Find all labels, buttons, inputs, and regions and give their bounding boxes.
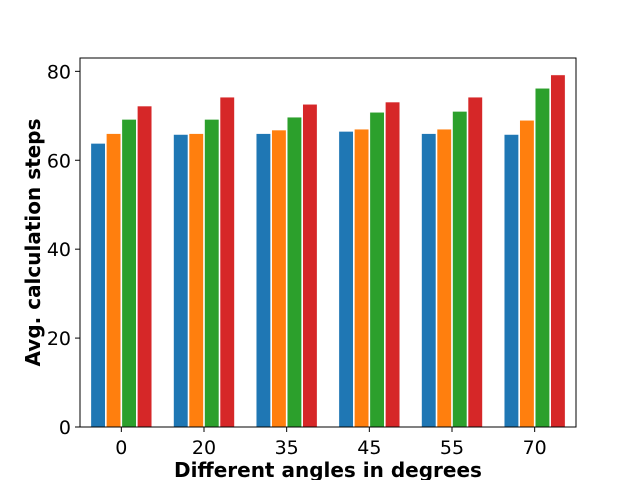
- bar-0-series-4: [137, 105, 153, 428]
- y-axis-label: Avg. calculation steps: [21, 119, 45, 367]
- bar-20-series-2: [188, 133, 204, 428]
- bar-45-series-4: [385, 101, 401, 428]
- bar-70-series-1: [503, 134, 519, 428]
- bar-70-series-3: [534, 87, 550, 428]
- bar-0-series-3: [121, 119, 137, 428]
- x-tick-label: 35: [275, 437, 299, 459]
- bar-35-series-4: [302, 103, 318, 428]
- x-tick-label: 45: [357, 437, 381, 459]
- x-tick-label: 0: [115, 437, 127, 459]
- bar-55-series-2: [436, 128, 452, 428]
- bar-0-series-1: [90, 143, 106, 428]
- y-tick-label: 80: [47, 61, 71, 83]
- bar-55-series-3: [452, 111, 468, 428]
- x-tick-label: 55: [440, 437, 464, 459]
- bar-55-series-4: [467, 96, 483, 428]
- x-tick-label: 20: [192, 437, 216, 459]
- y-tick-label: 20: [47, 328, 71, 350]
- bar-55-series-1: [421, 133, 437, 428]
- plot-area-frame: [79, 57, 577, 428]
- bar-20-series-4: [219, 96, 235, 428]
- bars-group: [90, 74, 566, 428]
- bar-20-series-1: [173, 134, 189, 428]
- x-axis: 0 20 35 45 55 70: [115, 427, 547, 459]
- bar-70-series-2: [519, 119, 535, 428]
- y-tick-label: 0: [59, 417, 71, 439]
- bar-35-series-3: [286, 116, 302, 428]
- x-tick-label: 70: [523, 437, 547, 459]
- bar-20-series-3: [204, 119, 220, 428]
- y-tick-label: 60: [47, 150, 71, 172]
- bar-0-series-2: [106, 133, 122, 428]
- bar-35-series-1: [255, 133, 271, 428]
- bar-45-series-2: [354, 128, 370, 428]
- bar-70-series-4: [550, 74, 566, 428]
- bar-45-series-1: [338, 131, 354, 428]
- y-tick-label: 40: [47, 239, 71, 261]
- bar-45-series-3: [369, 111, 385, 428]
- x-axis-label: Different angles in degrees: [174, 458, 482, 480]
- bar-35-series-2: [271, 129, 287, 428]
- y-axis: 0 20 40 60 80: [47, 61, 80, 439]
